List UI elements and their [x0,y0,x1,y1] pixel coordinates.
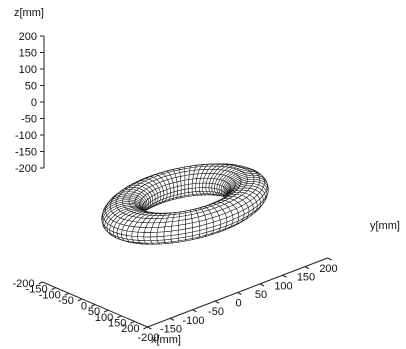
x-tick-label: -200 [12,278,34,290]
surface-facet [143,236,151,241]
surface-facet [163,225,172,233]
z-tick-label: 50 [25,81,37,93]
x-tick-mark [130,320,135,324]
x-tick-label: 50 [88,306,100,318]
surface-facet [188,178,194,185]
y-tick-label: -200 [137,332,159,344]
y-tick-label: 0 [235,298,241,310]
z-tick-label: 100 [19,64,37,76]
x-tick-mark [77,298,83,302]
x-tick-mark [103,309,109,313]
tick-labels: 200150100500-50-100-150-200-200-150-100-… [12,31,337,344]
x-tick-label: -150 [26,284,48,296]
surface-facet [156,231,165,237]
surface-facet [180,179,186,186]
y-tick-mark [327,257,332,261]
x-tick-mark [117,315,122,319]
x-tick-label: -50 [58,295,74,307]
z-tick-label: -100 [15,130,37,142]
axes [38,35,332,330]
surface-facet [177,223,186,231]
x-tick-mark [90,304,96,307]
surface-facet [195,182,200,189]
y-tick-mark [259,283,265,287]
torus-surface [101,163,269,245]
z-tick-label: -50 [21,114,37,126]
x-axis-label: x[mm] [151,334,181,346]
surface-facet [188,183,193,189]
x-tick-label: -100 [39,289,61,301]
z-tick-label: -200 [15,163,37,175]
z-tick-label: 0 [31,97,37,109]
x-tick-mark [51,287,56,291]
y-tick-mark [282,274,287,278]
z-axis-label: z[mm] [14,7,44,19]
y-tick-label: 100 [274,280,292,292]
surface-facet [143,232,151,238]
surface-facet [191,183,197,189]
y-tick-label: -100 [182,315,204,327]
z-tick-label: 150 [19,48,37,60]
z-tick-label: 200 [19,31,37,43]
surface-facet [184,179,190,186]
x-tick-label: 200 [121,323,139,335]
x-tick-mark [38,281,43,285]
y-tick-mark [192,309,197,313]
surface-facet [195,187,200,192]
surface-facet [198,187,204,192]
surface-facet [137,231,145,238]
surface-facet [132,226,141,233]
y-tick-mark [214,300,220,304]
surface-facet [137,236,145,241]
surface-facet [191,187,197,193]
x-tick-mark [64,292,69,296]
y-tick-mark [147,326,152,330]
y-axis-label: y[mm] [370,220,400,232]
x-tick-label: 0 [81,301,87,313]
x-tick-mark [143,326,148,330]
surface-facet [149,231,158,238]
surface-facet [170,225,179,232]
x-tick-label: 150 [108,317,126,329]
y-tick-label: -150 [160,323,182,335]
y-tick-label: 150 [297,272,315,284]
y-tick-mark [304,266,310,270]
y-tick-mark [169,317,175,321]
z-tick-label: -150 [15,147,37,159]
surface-facet [131,231,139,237]
y-tick-mark [237,292,242,295]
x-tick-label: 100 [95,312,113,324]
y-tick-label: 200 [319,263,337,275]
y-tick-label: 50 [255,289,267,301]
surface-facet [185,222,193,230]
surface-facet [149,236,158,241]
y-tick-label: -50 [208,306,224,318]
